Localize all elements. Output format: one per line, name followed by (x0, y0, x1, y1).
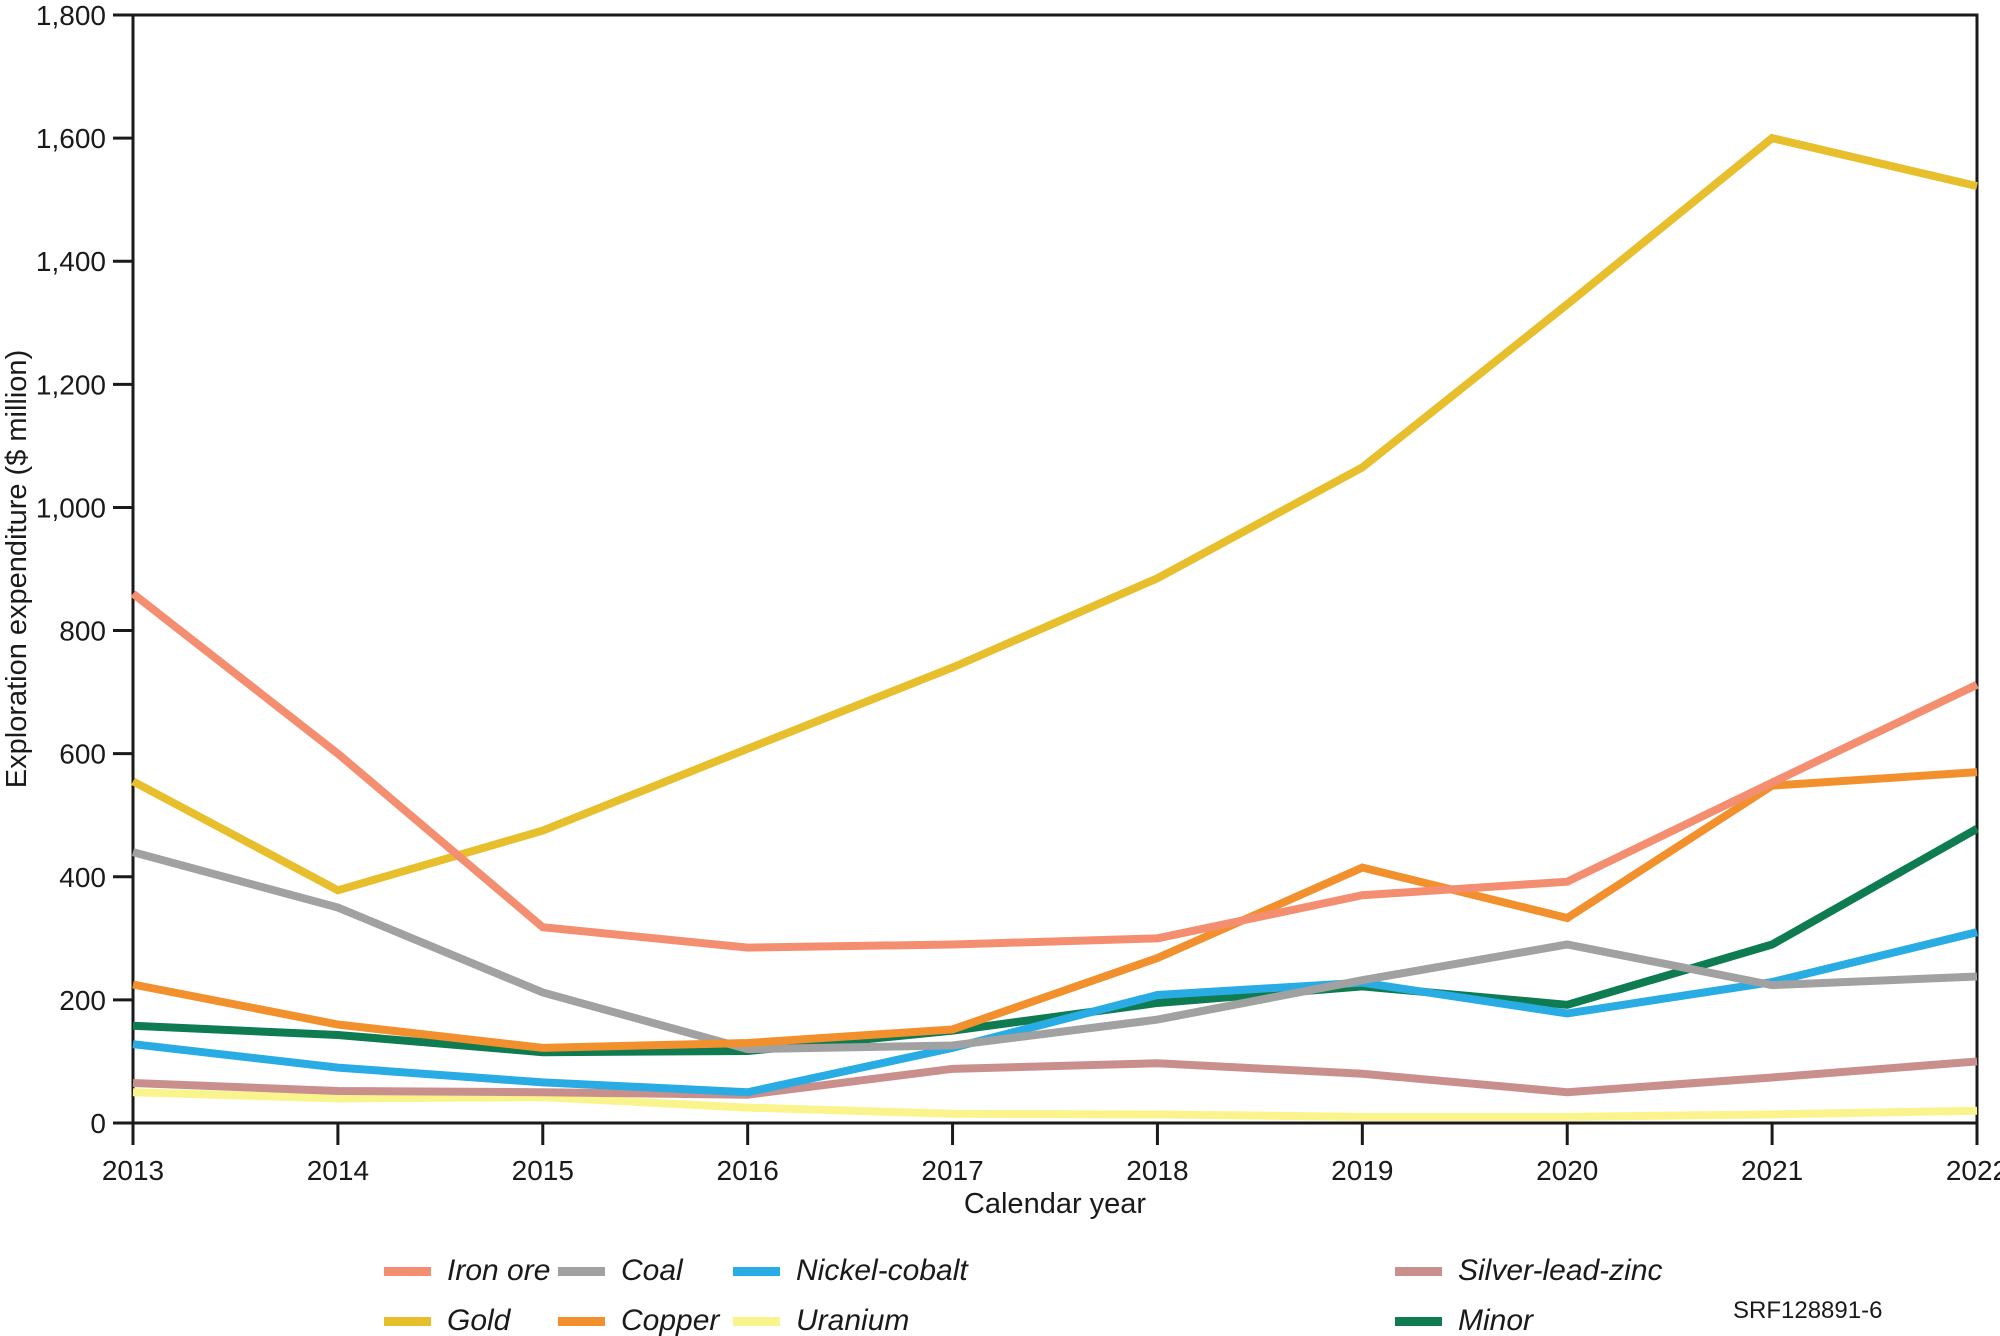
legend-label-iron-ore: Iron ore (447, 1254, 551, 1287)
x-tick-label: 2013 (102, 1155, 164, 1186)
legend-swatch-coal (558, 1266, 605, 1276)
series-line-iron-ore (130, 590, 1979, 952)
legend-label-copper: Copper (621, 1304, 720, 1336)
legend-swatch-nickel-cobalt (733, 1266, 780, 1276)
series-line-copper (132, 768, 1978, 1052)
y-tick-label: 1,000 (36, 492, 106, 523)
x-tick-label: 2021 (1741, 1155, 1803, 1186)
legend-swatch-minor (1395, 1316, 1442, 1326)
y-tick-label: 200 (59, 985, 106, 1016)
y-tick-label: 1,400 (36, 246, 106, 277)
y-tick-label: 800 (59, 616, 106, 647)
series-line-gold (131, 133, 1978, 895)
plot-frame (131, 13, 1979, 1125)
legend-label-silver-lead-zinc: Silver-lead-zinc (1458, 1254, 1663, 1287)
y-tick-label: 1,800 (36, 0, 106, 31)
legend-swatch-gold (384, 1316, 431, 1326)
x-tick-label: 2019 (1331, 1155, 1393, 1186)
series-line-uranium (132, 1088, 1978, 1121)
y-tick-label: 1,200 (36, 369, 106, 400)
legend-item-gold: Gold (384, 1296, 550, 1336)
y-axis-title: Exploration expenditure ($ million) (1, 350, 33, 788)
legend-item-coal: Coal (558, 1246, 719, 1296)
x-tick-label: 2015 (512, 1155, 574, 1186)
y-tick-label: 600 (59, 739, 106, 770)
legend-swatch-copper (558, 1316, 605, 1326)
legend-item-iron-ore: Iron ore (384, 1246, 550, 1296)
series-line-minor (132, 825, 1979, 1057)
series-line-silver-lead-zinc (132, 1057, 1978, 1099)
legend-swatch-silver-lead-zinc (1395, 1266, 1442, 1276)
legend-column: Silver-lead-zinc Minor (1395, 1246, 1663, 1336)
y-tick-label: 400 (59, 862, 106, 893)
x-axis-title: Calendar year (964, 1188, 1146, 1220)
legend-label-coal: Coal (621, 1254, 683, 1287)
figure-code: SRF128891-6 (1733, 1297, 1883, 1324)
legend-item-uranium: Uranium (733, 1296, 968, 1336)
legend-column: Nickel-cobalt Uranium (733, 1246, 968, 1336)
x-tick-label: 2014 (307, 1155, 369, 1186)
y-tick-label: 1,600 (36, 123, 106, 154)
legend-label-gold: Gold (447, 1304, 511, 1336)
legend-label-uranium: Uranium (796, 1304, 910, 1336)
x-tick-label: 2018 (1126, 1155, 1188, 1186)
series-line-coal (131, 848, 1978, 1054)
legend-item-minor: Minor (1395, 1296, 1663, 1336)
legend-item-nickel-cobalt: Nickel-cobalt (733, 1246, 968, 1296)
series-line-nickel-cobalt (132, 928, 1978, 1097)
chart-legend: Iron ore Gold Coal Copper Nickel-cobalt Urani… (0, 1246, 2000, 1336)
x-tick-label: 2022 (1946, 1155, 2000, 1186)
x-tick-label: 2017 (921, 1155, 983, 1186)
x-tick-label: 2020 (1536, 1155, 1598, 1186)
legend-label-nickel-cobalt: Nickel-cobalt (796, 1254, 968, 1287)
y-tick-label: 0 (90, 1108, 106, 1139)
legend-swatch-iron-ore (384, 1266, 431, 1276)
legend-column: Iron ore Gold (384, 1246, 550, 1336)
legend-item-silver-lead-zinc: Silver-lead-zinc (1395, 1246, 1663, 1296)
legend-column: Coal Copper (558, 1246, 719, 1336)
legend-item-copper: Copper (558, 1296, 719, 1336)
legend-swatch-uranium (733, 1316, 780, 1326)
legend-label-minor: Minor (1458, 1304, 1534, 1336)
x-tick-label: 2016 (717, 1155, 779, 1186)
